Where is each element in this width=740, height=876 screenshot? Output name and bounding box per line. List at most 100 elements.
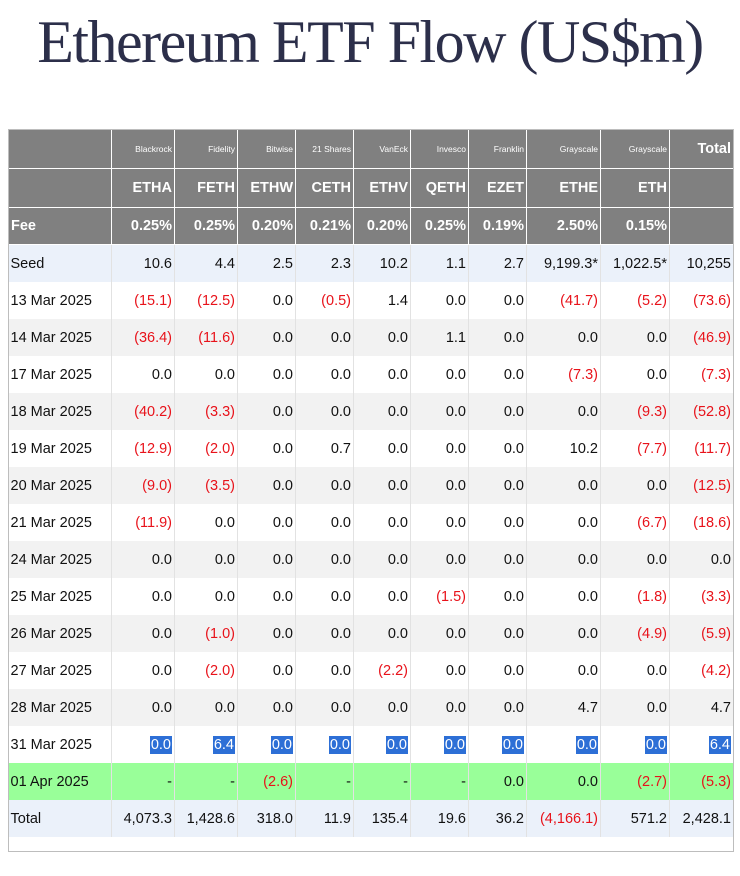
row-label: 20 Mar 2025	[8, 467, 112, 504]
header-blank	[8, 168, 112, 208]
flow-value: (5.3)	[669, 763, 734, 800]
highlighted-value: 0.0	[270, 735, 293, 754]
flow-value: 0.0	[410, 652, 469, 689]
highlighted-value: 6.4	[212, 735, 235, 754]
row-label: 24 Mar 2025	[8, 541, 112, 578]
flow-value: (7.3)	[669, 356, 734, 393]
flow-value: 0.0	[295, 393, 354, 430]
flow-value: 0.0	[353, 504, 411, 541]
table-row: 18 Mar 2025 (40.2) (3.3) 0.0 0.0 0.0 0.0 0.0 0.0…	[8, 393, 734, 430]
flow-value: 0.0	[353, 689, 411, 726]
flow-value: 0.0	[295, 356, 354, 393]
flow-value: (9.3)	[600, 393, 670, 430]
flow-value: (2.6)	[237, 763, 296, 800]
flow-value: (18.6)	[669, 504, 734, 541]
flow-value: (2.2)	[353, 652, 411, 689]
row-label: 18 Mar 2025	[8, 393, 112, 430]
flow-value: 4.4	[174, 244, 238, 282]
header-fee-row: Fee 0.25% 0.25% 0.20% 0.21% 0.20% 0.25% 0.19% 2.…	[8, 207, 734, 245]
flow-value: 11.9	[295, 800, 354, 837]
flow-value: 4.7	[526, 689, 601, 726]
flow-value: 6.4	[174, 726, 238, 763]
flow-value: 0.0	[526, 726, 601, 763]
issuer-header: Fidelity	[174, 129, 238, 169]
flow-value: (11.7)	[669, 430, 734, 467]
flow-value: 0.0	[410, 541, 469, 578]
flow-value: (4.9)	[600, 615, 670, 652]
flow-value: 0.0	[353, 541, 411, 578]
flow-value: 2.3	[295, 244, 354, 282]
flow-value: 0.0	[526, 541, 601, 578]
flow-value: 0.0	[237, 578, 296, 615]
flow-value: (1.8)	[600, 578, 670, 615]
issuer-header: Franklin	[468, 129, 527, 169]
flow-value: 19.6	[410, 800, 469, 837]
flow-value: (4,166.1)	[526, 800, 601, 837]
flow-value: -	[410, 763, 469, 800]
fee-value: 2.50%	[526, 207, 601, 245]
header-issuer-row: Blackrock Fidelity Bitwise 21 Shares VanEck I…	[8, 129, 734, 169]
row-label: 31 Mar 2025	[8, 726, 112, 763]
table-row: 13 Mar 2025 (15.1) (12.5) 0.0 (0.5) 1.4 0.0 0.0…	[8, 282, 734, 319]
flow-value: (5.2)	[600, 282, 670, 319]
ticker-header: ETH	[600, 168, 670, 208]
flow-value: 0.0	[468, 319, 527, 356]
flow-value: 0.0	[468, 393, 527, 430]
flow-value: 0.0	[353, 430, 411, 467]
flow-value: 0.0	[600, 652, 670, 689]
issuer-header: Grayscale	[526, 129, 601, 169]
row-label: 17 Mar 2025	[8, 356, 112, 393]
fee-value: 0.15%	[600, 207, 670, 245]
flow-value: -	[174, 763, 238, 800]
flow-value: (1.0)	[174, 615, 238, 652]
flow-value: 0.0	[111, 615, 175, 652]
flow-value: 0.0	[600, 689, 670, 726]
row-label: 27 Mar 2025	[8, 652, 112, 689]
flow-value: -	[353, 763, 411, 800]
flow-value: 0.0	[410, 467, 469, 504]
flow-value: (11.6)	[174, 319, 238, 356]
flow-value: 0.0	[237, 652, 296, 689]
fee-label: Fee	[8, 207, 112, 245]
issuer-header: Blackrock	[111, 129, 175, 169]
flow-value: 0.0	[410, 356, 469, 393]
flow-value: (12.5)	[174, 282, 238, 319]
flow-value: 571.2	[600, 800, 670, 837]
highlighted-value: 0.0	[501, 735, 524, 754]
flow-value: 0.0	[468, 763, 527, 800]
flow-value: 0.0	[237, 467, 296, 504]
fee-value: 0.25%	[174, 207, 238, 245]
flow-value: 0.0	[410, 393, 469, 430]
flow-value: 0.0	[526, 467, 601, 504]
flow-value: 318.0	[237, 800, 296, 837]
flow-value: (2.7)	[600, 763, 670, 800]
flow-value: -	[111, 763, 175, 800]
flow-value: 0.0	[468, 430, 527, 467]
flow-value: 0.0	[174, 689, 238, 726]
flow-value: 2.5	[237, 244, 296, 282]
flow-value: 1.1	[410, 244, 469, 282]
flow-value: 0.0	[295, 467, 354, 504]
issuer-header: Invesco	[410, 129, 469, 169]
flow-value: 0.0	[669, 541, 734, 578]
ticker-header: ETHE	[526, 168, 601, 208]
row-label: 13 Mar 2025	[8, 282, 112, 319]
highlighted-value: 0.0	[644, 735, 667, 754]
flow-value: -	[295, 763, 354, 800]
flow-value: 0.0	[295, 578, 354, 615]
ticker-header: CETH	[295, 168, 354, 208]
fee-value: 0.25%	[410, 207, 469, 245]
header-ticker-row: ETHA FETH ETHW CETH ETHV QETH EZET ETHE ETH	[8, 168, 734, 208]
highlighted-value: 0.0	[575, 735, 598, 754]
flow-value: 0.0	[600, 541, 670, 578]
ticker-header: ETHV	[353, 168, 411, 208]
flow-value: 10,255	[669, 244, 734, 282]
flow-value: 9,199.3*	[526, 244, 601, 282]
flow-value: (41.7)	[526, 282, 601, 319]
fee-value: 0.25%	[111, 207, 175, 245]
highlighted-value: 6.4	[708, 735, 731, 754]
flow-value: 135.4	[353, 800, 411, 837]
table-row: 26 Mar 2025 0.0 (1.0) 0.0 0.0 0.0 0.0 0.0 0.0 (4.…	[8, 615, 734, 652]
flow-value: (7.3)	[526, 356, 601, 393]
table-row: 28 Mar 2025 0.0 0.0 0.0 0.0 0.0 0.0 0.0 4.7 0.0 4.…	[8, 689, 734, 726]
